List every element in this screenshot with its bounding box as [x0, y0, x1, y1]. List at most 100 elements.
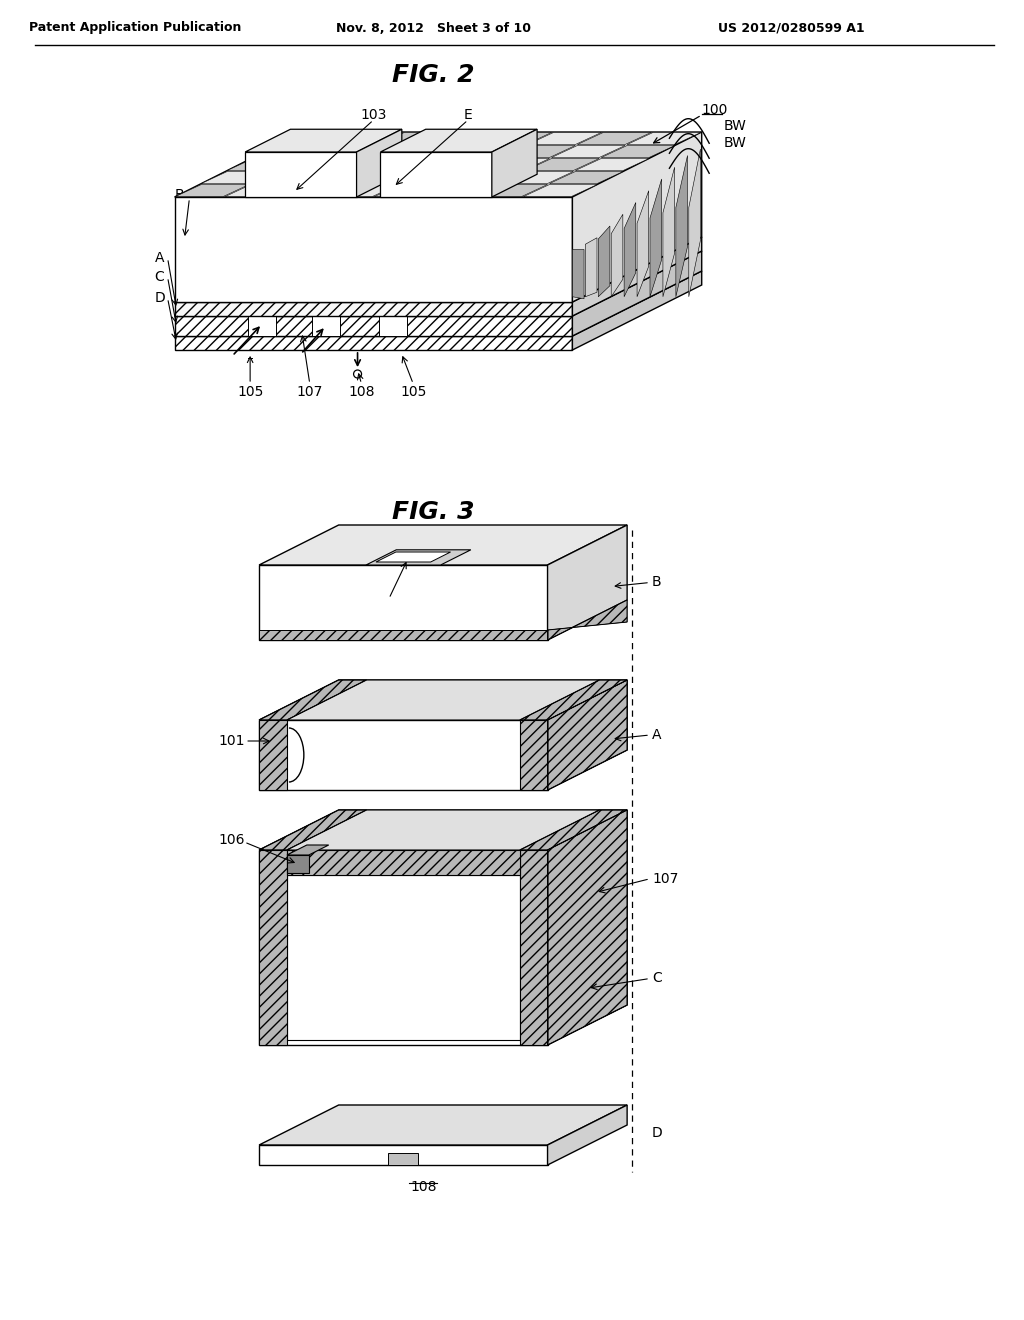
- Polygon shape: [520, 719, 548, 789]
- Text: A: A: [652, 729, 662, 742]
- Text: C: C: [155, 271, 165, 284]
- Polygon shape: [402, 145, 476, 157]
- Polygon shape: [259, 525, 627, 565]
- Text: E: E: [464, 108, 472, 121]
- Polygon shape: [287, 810, 599, 850]
- Polygon shape: [174, 271, 701, 337]
- Polygon shape: [259, 719, 548, 789]
- Polygon shape: [259, 1105, 627, 1144]
- Polygon shape: [202, 172, 275, 183]
- Polygon shape: [548, 601, 627, 640]
- Polygon shape: [287, 855, 309, 873]
- Polygon shape: [476, 158, 550, 170]
- Polygon shape: [259, 630, 548, 640]
- Polygon shape: [259, 719, 287, 789]
- Polygon shape: [572, 238, 701, 315]
- Polygon shape: [586, 238, 597, 297]
- Polygon shape: [650, 180, 662, 297]
- Polygon shape: [663, 168, 675, 297]
- Text: 105: 105: [400, 385, 426, 399]
- Polygon shape: [550, 172, 624, 183]
- Polygon shape: [303, 145, 377, 157]
- Polygon shape: [352, 145, 426, 157]
- Polygon shape: [575, 158, 649, 170]
- Polygon shape: [523, 185, 597, 197]
- Polygon shape: [259, 810, 627, 850]
- Polygon shape: [287, 850, 520, 875]
- Text: FIG. 2: FIG. 2: [392, 63, 474, 87]
- Polygon shape: [225, 185, 299, 197]
- Polygon shape: [601, 145, 675, 157]
- Polygon shape: [525, 158, 599, 170]
- Polygon shape: [245, 152, 356, 197]
- Polygon shape: [611, 214, 623, 297]
- Polygon shape: [375, 185, 449, 197]
- Text: 107: 107: [652, 871, 678, 886]
- Polygon shape: [245, 129, 401, 152]
- Text: D: D: [155, 290, 165, 305]
- Polygon shape: [350, 172, 424, 183]
- Polygon shape: [253, 145, 327, 157]
- Polygon shape: [388, 1152, 418, 1166]
- Text: B: B: [652, 576, 662, 590]
- Polygon shape: [174, 197, 572, 302]
- Text: C: C: [652, 972, 662, 986]
- Polygon shape: [251, 172, 325, 183]
- Polygon shape: [689, 149, 700, 297]
- Text: FIG. 3: FIG. 3: [392, 500, 474, 524]
- Polygon shape: [520, 680, 627, 719]
- Polygon shape: [174, 251, 701, 315]
- Polygon shape: [428, 132, 502, 144]
- Polygon shape: [500, 172, 573, 183]
- Polygon shape: [527, 132, 601, 144]
- Polygon shape: [451, 172, 523, 183]
- Text: BW: BW: [724, 119, 746, 133]
- Polygon shape: [627, 132, 700, 144]
- Polygon shape: [259, 810, 367, 850]
- Text: D: D: [652, 1126, 663, 1140]
- Polygon shape: [329, 132, 402, 144]
- Polygon shape: [424, 185, 498, 197]
- Polygon shape: [637, 191, 648, 297]
- Polygon shape: [259, 680, 367, 719]
- Polygon shape: [174, 238, 701, 302]
- Polygon shape: [492, 129, 538, 197]
- Polygon shape: [259, 680, 627, 719]
- Polygon shape: [478, 132, 552, 144]
- Text: 108: 108: [410, 1180, 436, 1195]
- Polygon shape: [366, 550, 471, 565]
- Polygon shape: [381, 129, 538, 152]
- Polygon shape: [174, 337, 572, 350]
- Text: 107: 107: [297, 385, 323, 399]
- Text: Patent Application Publication: Patent Application Publication: [29, 21, 241, 34]
- Polygon shape: [276, 158, 350, 170]
- Polygon shape: [259, 565, 548, 640]
- Polygon shape: [174, 132, 701, 197]
- Text: 100: 100: [701, 103, 728, 117]
- Text: 105: 105: [237, 385, 263, 399]
- Polygon shape: [311, 315, 340, 337]
- Polygon shape: [227, 158, 301, 170]
- Polygon shape: [327, 158, 400, 170]
- Polygon shape: [572, 251, 701, 337]
- Text: 106: 106: [218, 833, 245, 847]
- Polygon shape: [452, 145, 525, 157]
- Polygon shape: [548, 680, 627, 789]
- Polygon shape: [548, 810, 627, 1045]
- Polygon shape: [287, 680, 599, 719]
- Polygon shape: [625, 202, 636, 297]
- Polygon shape: [548, 680, 627, 789]
- Polygon shape: [552, 145, 625, 157]
- Text: 103: 103: [360, 108, 387, 121]
- Polygon shape: [426, 158, 500, 170]
- Polygon shape: [380, 315, 408, 337]
- Circle shape: [353, 370, 361, 378]
- Text: A: A: [155, 251, 165, 265]
- Text: BW: BW: [724, 136, 746, 150]
- Polygon shape: [598, 226, 610, 297]
- Polygon shape: [548, 1105, 627, 1166]
- Polygon shape: [572, 132, 701, 302]
- Text: Nov. 8, 2012   Sheet 3 of 10: Nov. 8, 2012 Sheet 3 of 10: [336, 21, 530, 34]
- Polygon shape: [301, 172, 375, 183]
- Polygon shape: [400, 172, 474, 183]
